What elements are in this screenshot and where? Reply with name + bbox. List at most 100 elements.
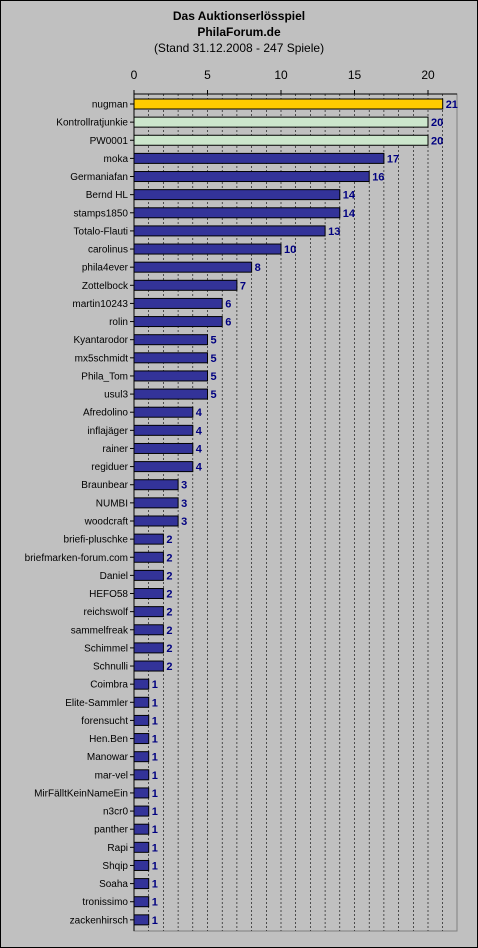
- value-label: 20: [431, 117, 443, 129]
- category-label: Daniel: [100, 571, 128, 582]
- category-label: Coimbra: [90, 680, 128, 691]
- value-label: 20: [431, 135, 443, 147]
- bar: [133, 279, 238, 291]
- category-label: briefmarken-forum.com: [25, 553, 128, 564]
- category-label: Braunbear: [81, 480, 128, 491]
- bar: [133, 642, 164, 654]
- x-tick-label: 15: [348, 68, 362, 82]
- category-label: rainer: [102, 444, 128, 455]
- category-label: Rapi: [107, 843, 128, 854]
- bar: [133, 660, 164, 672]
- value-label: 8: [255, 262, 261, 274]
- bar: [133, 769, 150, 781]
- bar: [133, 370, 208, 382]
- value-label: 1: [152, 915, 158, 927]
- category-label: moka: [104, 154, 129, 165]
- bar: [133, 424, 194, 436]
- category-label: martin10243: [72, 299, 128, 310]
- value-label: 1: [152, 879, 158, 891]
- value-label: 14: [343, 208, 356, 220]
- category-label: Schimmel: [84, 643, 128, 654]
- bar: [133, 189, 341, 201]
- category-label: HEFO58: [89, 589, 128, 600]
- category-label: tronissimo: [82, 897, 128, 908]
- category-label: inflajäger: [87, 426, 128, 437]
- category-label: Hen.Ben: [89, 734, 128, 745]
- bar: [133, 388, 208, 400]
- category-label: forensucht: [81, 716, 128, 727]
- category-label: mar-vel: [95, 770, 128, 781]
- value-label: 2: [166, 643, 172, 655]
- bar: [133, 914, 150, 926]
- category-label: reichswolf: [84, 607, 129, 618]
- value-label: 5: [211, 335, 217, 347]
- category-label: usul3: [104, 390, 128, 401]
- category-label: PW0001: [90, 136, 129, 147]
- bar: [133, 878, 150, 890]
- value-label: 1: [152, 715, 158, 727]
- category-label: nugman: [92, 100, 128, 111]
- category-label: woodcraft: [84, 516, 129, 527]
- bar: [133, 297, 223, 309]
- bar: [133, 696, 150, 708]
- value-label: 10: [284, 244, 296, 256]
- value-label: 13: [328, 226, 340, 238]
- category-label: Kontrollratjunkie: [56, 118, 128, 129]
- x-tick-label: 10: [274, 68, 288, 82]
- category-label: MirFälltKeinNameEin: [34, 788, 128, 799]
- value-label: 16: [372, 172, 384, 184]
- x-tick-label: 0: [131, 68, 138, 82]
- bar: [133, 352, 208, 364]
- value-label: 1: [152, 860, 158, 872]
- value-label: 5: [211, 389, 217, 401]
- value-label: 2: [166, 534, 172, 546]
- value-label: 3: [181, 516, 187, 528]
- value-label: 2: [166, 552, 172, 564]
- bar: [133, 461, 194, 473]
- category-label: briefi-pluschke: [64, 535, 129, 546]
- category-label: carolinus: [88, 245, 128, 256]
- x-tick-label: 5: [204, 68, 211, 82]
- value-label: 2: [166, 625, 172, 637]
- bar: [133, 134, 429, 146]
- bar: [133, 787, 150, 799]
- category-label: NUMBI: [96, 498, 128, 509]
- value-label: 5: [211, 353, 217, 365]
- category-label: Germaniafan: [70, 172, 128, 183]
- value-label: 3: [181, 480, 187, 492]
- bar: [133, 805, 150, 817]
- category-label: Kyantarodor: [74, 335, 129, 346]
- category-label: Bernd HL: [86, 190, 129, 201]
- bar: [133, 624, 164, 636]
- bar: [133, 207, 341, 219]
- bar: [133, 515, 179, 527]
- value-label: 1: [152, 897, 158, 909]
- category-label: Phila_Tom: [81, 371, 128, 382]
- value-label: 1: [152, 824, 158, 836]
- bar: [133, 823, 150, 835]
- bar: [133, 714, 150, 726]
- chart-subtitle: PhilaForum.de: [197, 25, 281, 39]
- bar: [133, 479, 179, 491]
- bar: [133, 98, 444, 110]
- category-label: Elite-Sammler: [65, 698, 128, 709]
- bar: [133, 261, 253, 273]
- category-label: regiduer: [91, 462, 128, 473]
- chart-title: Das Auktionserlösspiel: [172, 9, 306, 23]
- bar: [133, 533, 164, 545]
- value-label: 1: [152, 734, 158, 746]
- value-label: 21: [446, 99, 458, 111]
- category-label: Manowar: [87, 752, 129, 763]
- value-label: 4: [196, 462, 203, 474]
- value-label: 3: [181, 498, 187, 510]
- bar: [133, 733, 150, 745]
- category-label: zackenhirsch: [70, 915, 128, 926]
- category-label: Afredolino: [83, 408, 128, 419]
- category-label: sammelfreak: [71, 625, 129, 636]
- category-label: Zottelbock: [82, 281, 129, 292]
- value-label: 1: [152, 697, 158, 709]
- category-label: n3cr0: [103, 807, 128, 818]
- bar: [133, 316, 223, 328]
- category-label: Totalo-Flauti: [74, 226, 128, 237]
